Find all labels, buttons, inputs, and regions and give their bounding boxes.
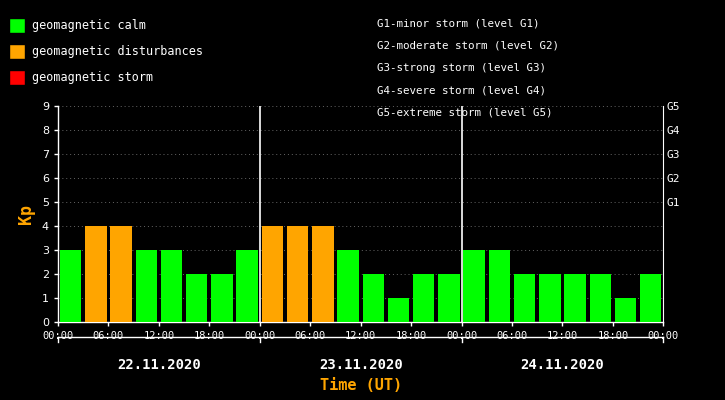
Bar [564, 274, 586, 322]
Text: 22.11.2020: 22.11.2020 [117, 358, 201, 372]
Bar [489, 250, 510, 322]
Bar [337, 250, 359, 322]
Bar [262, 226, 283, 322]
Text: geomagnetic calm: geomagnetic calm [32, 19, 146, 32]
Text: 24.11.2020: 24.11.2020 [521, 358, 605, 372]
Text: Time (UT): Time (UT) [320, 378, 402, 393]
Bar [438, 274, 460, 322]
Bar [85, 226, 107, 322]
Bar [236, 250, 258, 322]
Text: G1-minor storm (level G1): G1-minor storm (level G1) [377, 18, 539, 28]
Bar [615, 298, 637, 322]
Bar [463, 250, 485, 322]
Bar [640, 274, 661, 322]
Y-axis label: Kp: Kp [17, 204, 35, 224]
Bar [60, 250, 81, 322]
Bar [186, 274, 207, 322]
Text: G5-extreme storm (level G5): G5-extreme storm (level G5) [377, 108, 552, 118]
Bar [287, 226, 308, 322]
Text: G4-severe storm (level G4): G4-severe storm (level G4) [377, 85, 546, 95]
Text: 23.11.2020: 23.11.2020 [319, 358, 402, 372]
Bar [539, 274, 560, 322]
Bar [362, 274, 384, 322]
Bar [110, 226, 132, 322]
Bar [211, 274, 233, 322]
Text: G2-moderate storm (level G2): G2-moderate storm (level G2) [377, 40, 559, 50]
Bar [161, 250, 182, 322]
Bar [589, 274, 611, 322]
Text: geomagnetic disturbances: geomagnetic disturbances [32, 45, 203, 58]
Text: G3-strong storm (level G3): G3-strong storm (level G3) [377, 63, 546, 73]
Bar [413, 274, 434, 322]
Bar [312, 226, 334, 322]
Bar [136, 250, 157, 322]
Bar [388, 298, 409, 322]
Bar [514, 274, 535, 322]
Text: geomagnetic storm: geomagnetic storm [32, 71, 153, 84]
